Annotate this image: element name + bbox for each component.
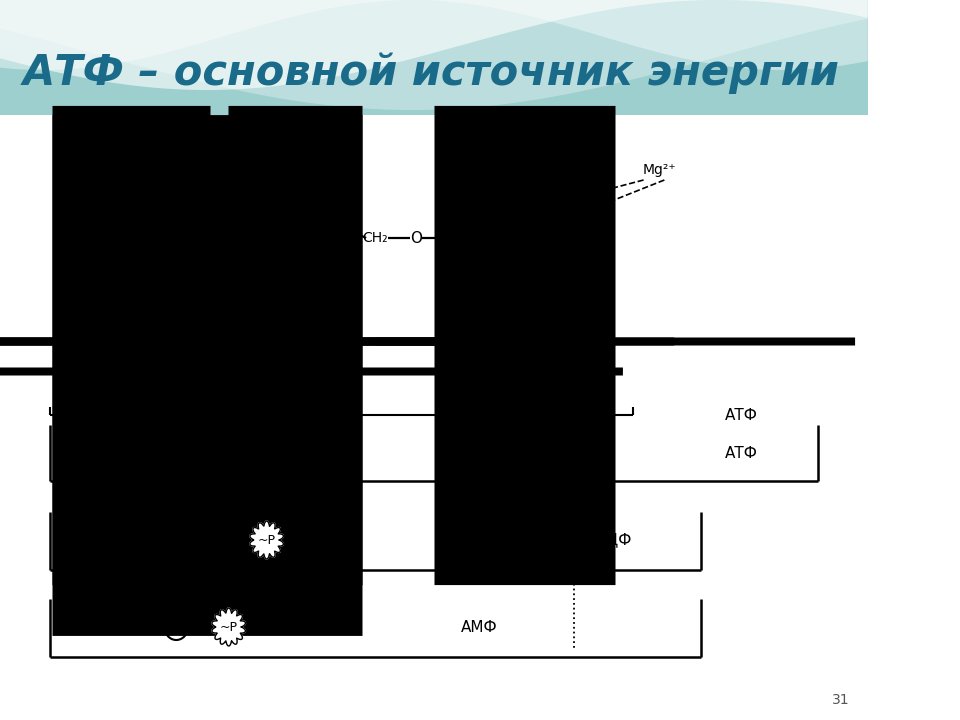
Text: N: N — [146, 184, 157, 199]
Text: АДФ: АДФ — [597, 533, 633, 547]
Text: Рибоза: Рибоза — [270, 351, 320, 365]
Text: АТФ – основной источник энергии: АТФ – основной источник энергии — [23, 52, 839, 94]
Text: OH: OH — [255, 279, 276, 293]
Text: O: O — [291, 181, 302, 196]
Text: O: O — [410, 230, 421, 246]
Text: H: H — [255, 256, 265, 269]
Polygon shape — [250, 521, 283, 559]
Text: Аденозин: Аденозин — [172, 381, 243, 395]
Text: C: C — [110, 161, 121, 176]
Text: O: O — [527, 230, 540, 246]
Text: C: C — [265, 263, 275, 277]
Polygon shape — [212, 608, 246, 646]
Text: P: P — [501, 230, 511, 246]
Text: Аденозин ––: Аденозин –– — [76, 533, 164, 547]
Text: NH₂: NH₂ — [103, 137, 132, 151]
Text: +: + — [232, 531, 247, 549]
Text: АМФ: АМФ — [461, 619, 497, 634]
Text: H: H — [329, 256, 339, 269]
Text: C: C — [329, 209, 339, 223]
Text: C: C — [321, 263, 330, 277]
Text: O: O — [568, 253, 580, 267]
Text: CH₂: CH₂ — [362, 231, 388, 245]
Text: H: H — [337, 223, 347, 236]
Text: N: N — [121, 266, 132, 281]
Text: P: P — [443, 230, 452, 246]
Text: +: + — [194, 618, 209, 636]
Text: OH: OH — [321, 279, 342, 293]
Text: C: C — [150, 230, 160, 245]
Polygon shape — [0, 0, 868, 90]
Text: P: P — [172, 446, 180, 461]
Text: N: N — [176, 168, 187, 184]
Text: Аденин: Аденин — [104, 351, 158, 365]
Text: P: P — [172, 534, 180, 547]
Polygon shape — [0, 0, 868, 70]
Text: O⁻: O⁻ — [439, 209, 457, 223]
Text: ~P: ~P — [220, 621, 238, 634]
Text: H: H — [250, 223, 258, 236]
Text: P: P — [210, 446, 219, 461]
Polygon shape — [0, 115, 868, 720]
Text: O: O — [501, 253, 512, 267]
Text: ~P: ~P — [257, 534, 276, 547]
Text: HC: HC — [60, 243, 82, 258]
Text: O: O — [464, 230, 476, 246]
Text: P: P — [210, 534, 219, 547]
Text: O⁻: O⁻ — [497, 209, 516, 223]
Text: O: O — [442, 253, 453, 267]
Polygon shape — [0, 0, 868, 115]
Text: Трифосфат: Трифосфат — [498, 351, 581, 365]
Text: P: P — [569, 230, 579, 246]
Text: P: P — [248, 446, 256, 461]
Text: 31: 31 — [831, 693, 850, 707]
Text: P: P — [172, 621, 180, 634]
Text: Аденозин –: Аденозин – — [81, 446, 162, 460]
Text: АТФ: АТФ — [725, 446, 757, 461]
Text: Mg²⁺: Mg²⁺ — [643, 163, 677, 177]
Text: C: C — [260, 209, 270, 223]
Text: H: H — [265, 228, 274, 240]
Text: CH: CH — [201, 207, 223, 222]
Text: O⁻: O⁻ — [597, 231, 615, 245]
Polygon shape — [0, 0, 868, 110]
Text: Аденозин –: Аденозин – — [81, 620, 162, 634]
Text: O⁻: O⁻ — [564, 209, 583, 223]
Text: АТФ: АТФ — [725, 408, 757, 423]
Text: N: N — [63, 197, 75, 212]
